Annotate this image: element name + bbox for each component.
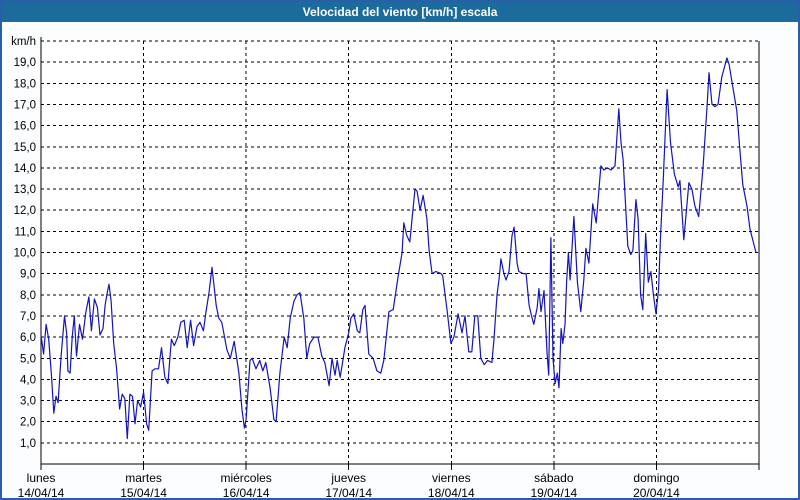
wind-speed-line bbox=[40, 57, 757, 440]
y-axis-tick-label: 8,0 bbox=[20, 290, 36, 302]
title-bar: Velocidad del viento [km/h] escala bbox=[2, 2, 798, 22]
x-axis-day-name: viernes bbox=[432, 471, 471, 485]
y-axis-tick-label: 5,0 bbox=[20, 353, 36, 365]
x-axis-day-date: 15/04/14 bbox=[120, 486, 167, 500]
x-axis-day-name: lunes bbox=[27, 471, 56, 485]
x-axis-day-name: domingo bbox=[633, 471, 679, 485]
y-axis-tick-label: 7,0 bbox=[20, 311, 36, 323]
y-axis-unit-label: km/h bbox=[11, 36, 36, 48]
y-axis-tick-label: 1,0 bbox=[20, 438, 36, 450]
y-axis-tick-label: 10,0 bbox=[14, 248, 36, 260]
x-axis-day-name: jueves bbox=[330, 471, 366, 485]
x-axis-day-name: miércoles bbox=[220, 471, 271, 485]
y-axis-tick-label: 6,0 bbox=[20, 332, 36, 344]
y-axis-tick-label: 19,0 bbox=[14, 57, 36, 69]
x-axis-day-date: 16/04/14 bbox=[223, 486, 270, 500]
y-axis-tick-label: 4,0 bbox=[20, 374, 36, 386]
x-axis-day-name: martes bbox=[125, 471, 162, 485]
y-axis-tick-label: 11,0 bbox=[14, 226, 36, 238]
y-axis-tick-label: 2,0 bbox=[20, 417, 36, 429]
y-axis-tick-label: 15,0 bbox=[14, 142, 36, 154]
y-axis-tick-label: 12,0 bbox=[14, 205, 36, 217]
x-axis-day-name: sábado bbox=[534, 471, 574, 485]
x-axis-day-date: 17/04/14 bbox=[325, 486, 372, 500]
x-axis-day-date: 19/04/14 bbox=[530, 486, 577, 500]
plot-area bbox=[41, 41, 759, 464]
y-axis-tick-label: 14,0 bbox=[14, 163, 36, 175]
y-axis-tick-label: 16,0 bbox=[14, 121, 36, 133]
chart-title: Velocidad del viento [km/h] escala bbox=[302, 5, 498, 19]
y-axis-tick-label: 9,0 bbox=[20, 269, 36, 281]
x-axis-day-date: 14/04/14 bbox=[18, 486, 65, 500]
y-axis-tick-label: 18,0 bbox=[14, 78, 36, 90]
y-axis-tick-label: 13,0 bbox=[14, 184, 36, 196]
y-axis-tick-label: 17,0 bbox=[14, 99, 36, 111]
x-axis-day-date: 18/04/14 bbox=[428, 486, 475, 500]
y-axis-tick-label: 3,0 bbox=[20, 396, 36, 408]
x-axis-day-date: 20/04/14 bbox=[633, 486, 680, 500]
